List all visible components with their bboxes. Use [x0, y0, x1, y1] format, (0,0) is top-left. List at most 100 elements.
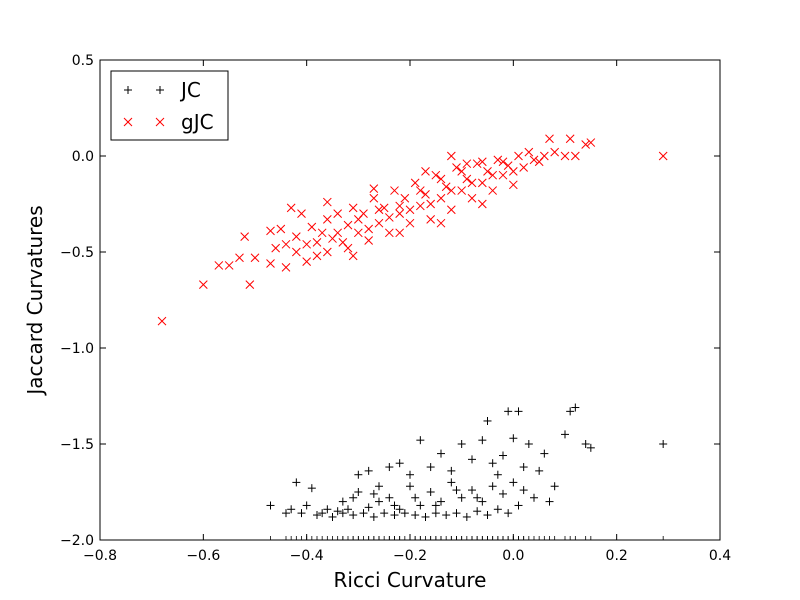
- gjc-point: [266, 259, 275, 268]
- legend-marker-point: [155, 117, 165, 127]
- gjc-point: [446, 186, 456, 195]
- gjc-point: [157, 316, 167, 326]
- x-tick-label: 0.4: [709, 548, 731, 564]
- jc-point: [457, 493, 466, 502]
- gjc-point: [250, 253, 260, 263]
- gjc-point: [658, 151, 668, 161]
- gjc-point: [436, 218, 446, 228]
- gjc-point: [488, 170, 498, 180]
- jc-point: [437, 449, 445, 458]
- gjc-point: [322, 215, 332, 224]
- gjc-point: [467, 178, 477, 188]
- jc-point: [499, 489, 507, 498]
- gjc-point: [462, 159, 472, 169]
- gjc-point: [395, 228, 405, 238]
- gjc-point: [348, 203, 358, 213]
- legend: JC gJC: [110, 70, 229, 141]
- gjc-point: [307, 222, 317, 232]
- gjc-point: [570, 151, 580, 161]
- gjc-point: [369, 184, 379, 193]
- gjc-point: [477, 178, 487, 188]
- jc-point: [338, 497, 347, 506]
- x-tick-label: −0.8: [83, 548, 117, 564]
- gjc-point: [426, 199, 436, 209]
- jc-point: [364, 503, 373, 512]
- jc-point: [395, 505, 404, 514]
- jc-point: [483, 511, 492, 520]
- legend-label-jc: JC: [179, 78, 201, 102]
- gjc-point: [198, 280, 208, 289]
- jc-point: [313, 511, 321, 520]
- jc-point: [364, 466, 373, 475]
- gjc-point: [405, 205, 415, 215]
- jc-point: [514, 407, 523, 416]
- jc-point: [493, 505, 502, 514]
- gjc-point: [462, 174, 472, 184]
- jc-point: [452, 486, 461, 495]
- jc-point: [431, 501, 440, 510]
- jc-point: [504, 407, 513, 416]
- jc-point: [406, 482, 414, 491]
- jc-point: [540, 449, 549, 458]
- gjc-point: [266, 226, 275, 236]
- gjc-point: [322, 247, 332, 257]
- y-axis-ticks: −2.0 −1.5 −1.0 −0.5 0.0 0.5: [60, 53, 720, 549]
- gjc-point: [452, 163, 461, 172]
- jc-point: [266, 501, 275, 510]
- gjc-point: [235, 253, 244, 263]
- jc-point: [426, 463, 435, 472]
- gjc-point: [436, 174, 446, 184]
- jc-point: [581, 440, 590, 448]
- gjc-point: [312, 238, 322, 247]
- gjc-point: [224, 261, 234, 270]
- gjc-point: [514, 151, 523, 161]
- gjc-point: [493, 155, 503, 165]
- gjc-point: [483, 167, 492, 176]
- gjc-point: [281, 239, 291, 249]
- y-tick-label: −1.5: [60, 437, 94, 453]
- jc-point: [452, 509, 461, 518]
- gjc-point: [384, 213, 394, 222]
- jc-point: [385, 493, 394, 502]
- gjc-point: [333, 209, 343, 218]
- jc-point: [369, 489, 378, 498]
- data-points: [157, 134, 668, 521]
- jc-point: [318, 509, 327, 518]
- gjc-point: [508, 180, 518, 190]
- jc-point: [375, 497, 383, 506]
- jc-point: [499, 451, 507, 460]
- gjc-point: [333, 228, 343, 238]
- gjc-point: [364, 224, 374, 234]
- gjc-point: [472, 159, 482, 169]
- jc-point: [483, 416, 492, 425]
- gjc-point: [477, 157, 487, 167]
- jc-point: [535, 466, 544, 475]
- gjc-point: [384, 228, 394, 238]
- jc-point: [390, 501, 399, 510]
- gjc-point: [302, 239, 312, 249]
- x-tick-label: −0.2: [393, 548, 427, 564]
- jc-point: [411, 493, 420, 502]
- legend-marker-point: [156, 86, 164, 94]
- gjc-point: [415, 186, 425, 195]
- jc-point: [287, 505, 296, 514]
- jc-point: [437, 497, 445, 506]
- jc-point: [400, 509, 409, 518]
- y-tick-label: −1.0: [60, 341, 94, 357]
- gjc-point: [581, 140, 591, 149]
- gjc-point: [534, 157, 544, 167]
- y-axis-label: Jaccard Curvatures: [23, 205, 47, 396]
- gjc-point: [390, 186, 399, 195]
- jc-point: [447, 478, 456, 487]
- gjc-point: [508, 167, 518, 176]
- jc-point: [519, 486, 528, 495]
- y-tick-label: 0.0: [72, 149, 94, 165]
- jc-point: [530, 493, 538, 502]
- jc-point: [504, 509, 513, 518]
- jc-point: [509, 434, 518, 443]
- jc-point: [349, 493, 358, 502]
- gjc-point: [545, 134, 554, 144]
- gjc-point: [446, 151, 456, 161]
- jc-point: [323, 505, 332, 514]
